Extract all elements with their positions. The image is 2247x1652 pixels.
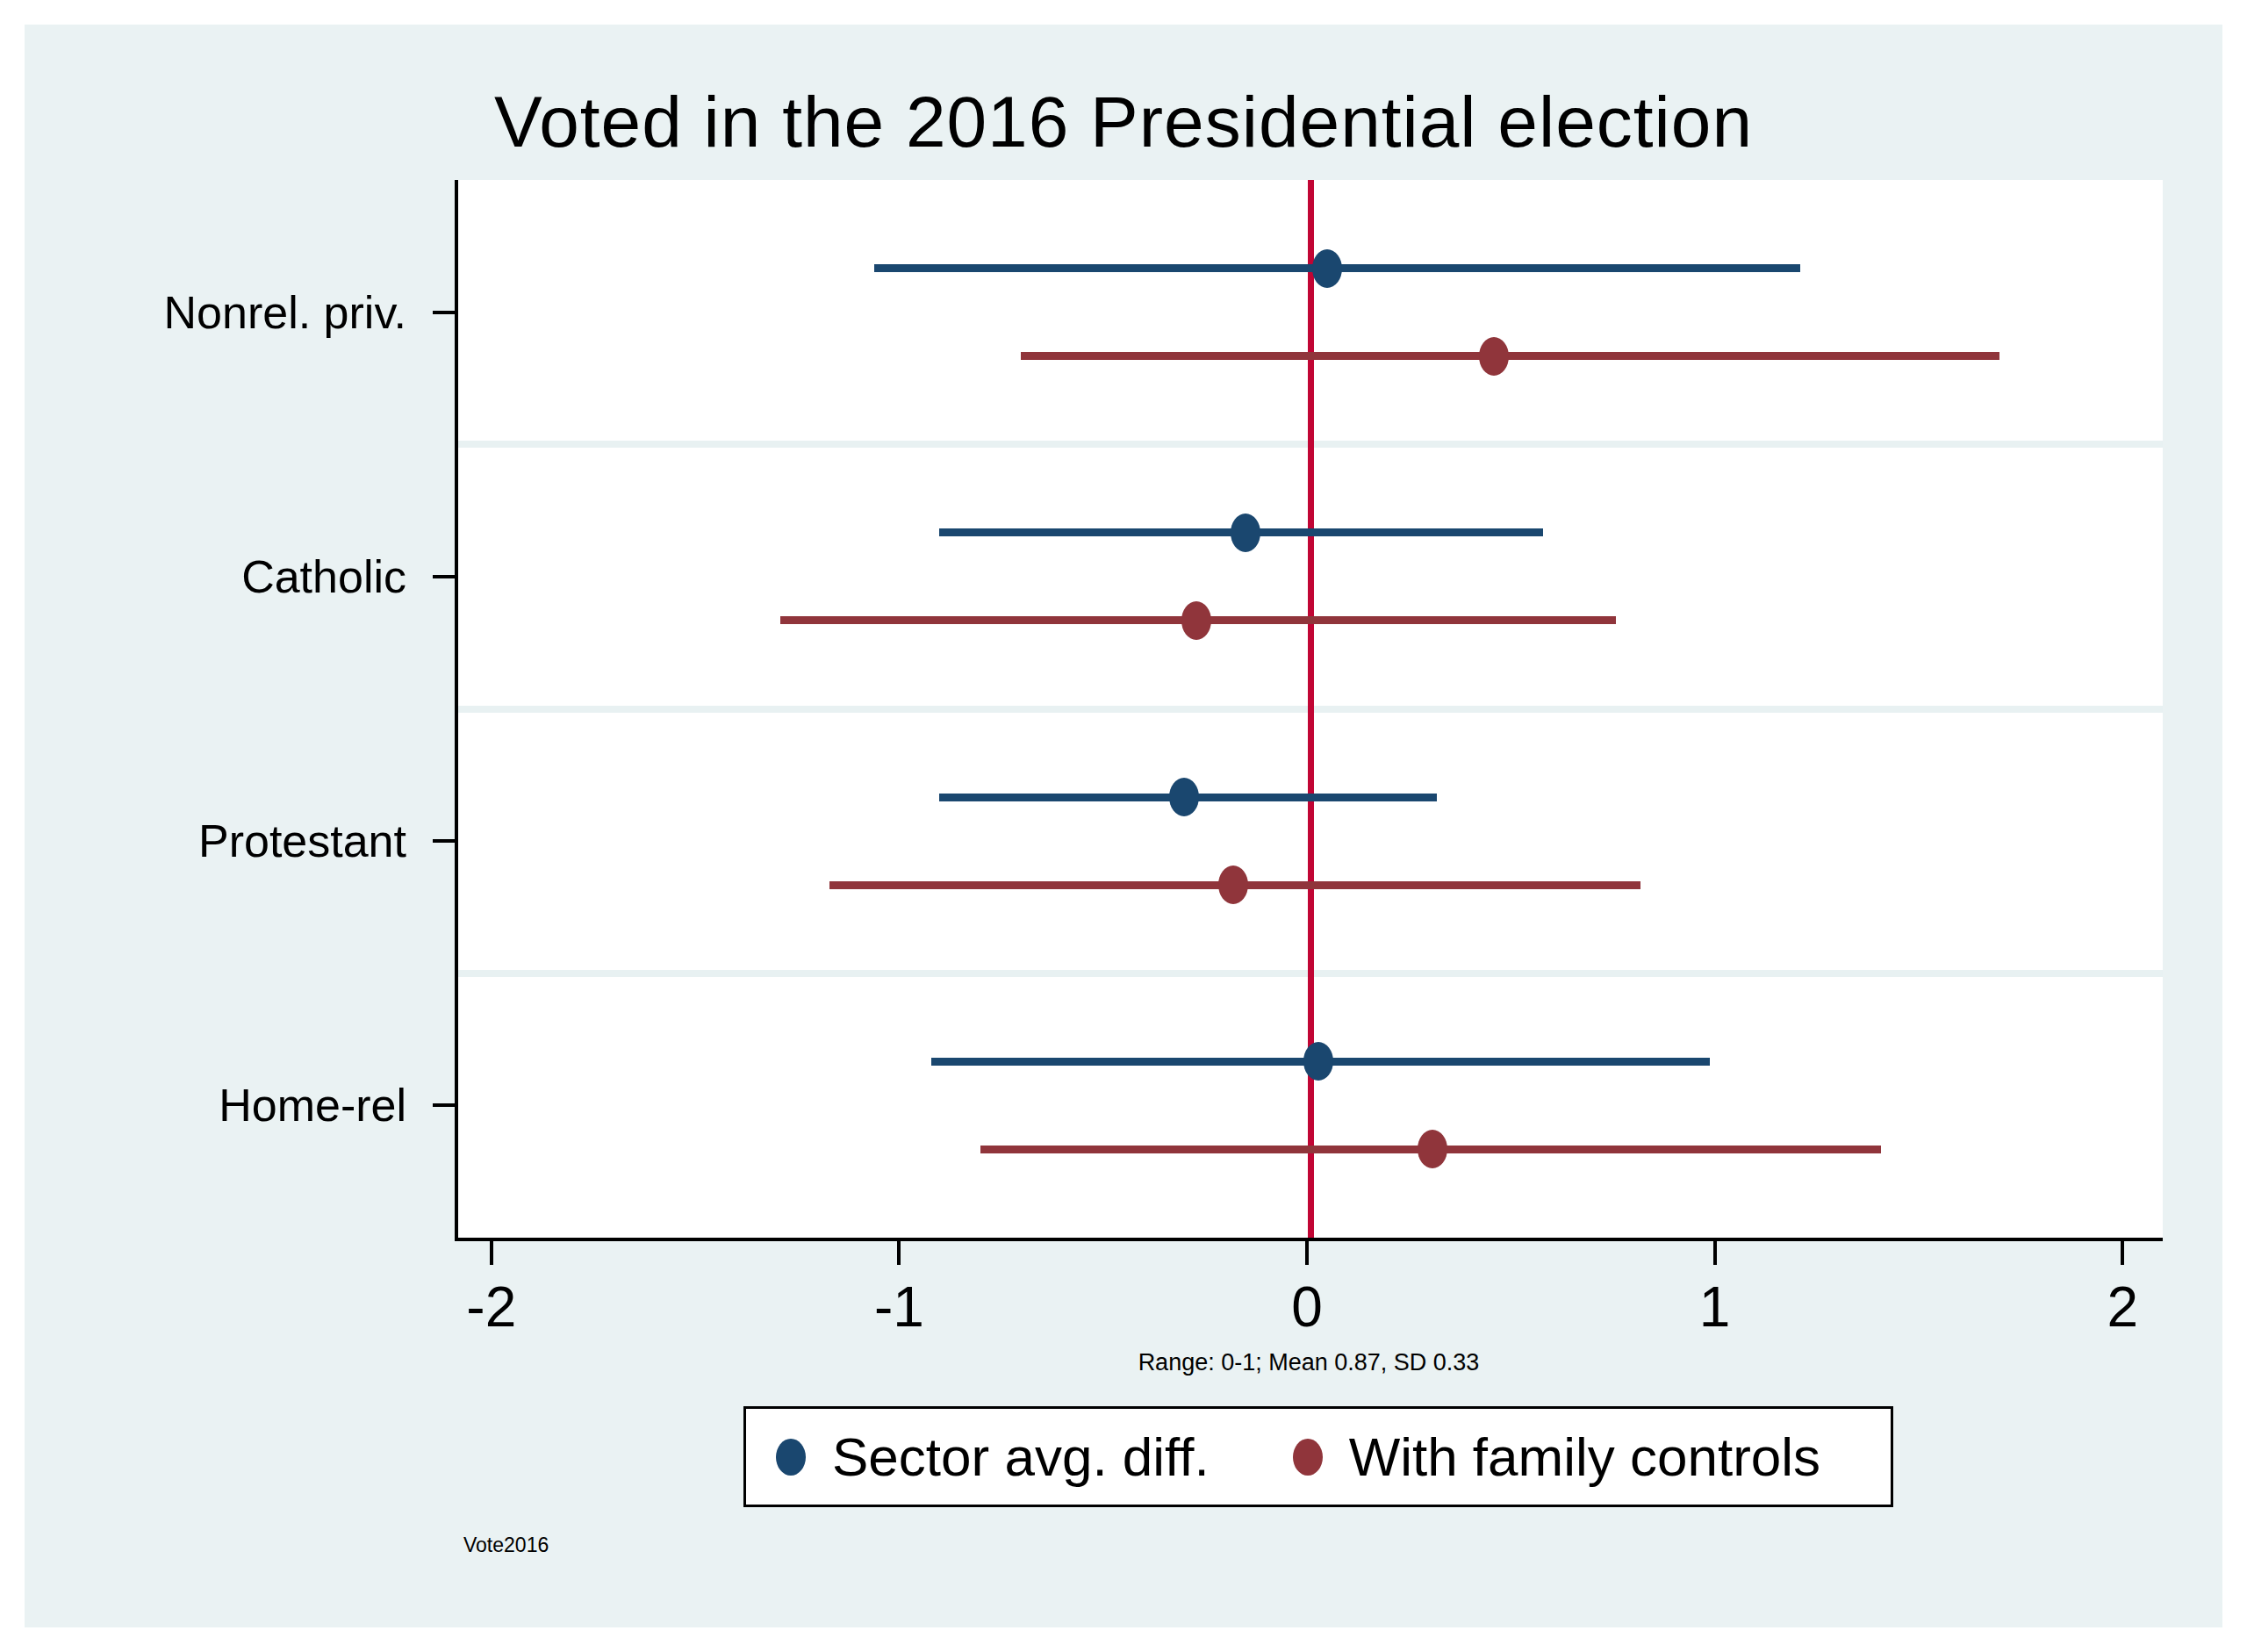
point-estimate-marker [1418,1130,1447,1168]
legend-label: With family controls [1349,1426,1820,1488]
stats-note: Range: 0-1; Mean 0.87, SD 0.33 [455,1349,2163,1376]
point-estimate-marker [1479,337,1509,376]
legend: Sector avg. diff. With family controls [743,1406,1893,1507]
y-axis-tick [433,575,455,578]
y-axis-tick [433,839,455,843]
x-axis-tick [1713,1240,1717,1265]
point-estimate-marker [1218,866,1248,904]
point-estimate-marker [1181,601,1211,640]
legend-item: Sector avg. diff. [776,1426,1210,1488]
y-axis-tick [433,1103,455,1107]
legend-marker-icon [1293,1439,1323,1476]
plot-area [455,180,2163,1241]
legend-label: Sector avg. diff. [832,1426,1210,1488]
legend-item: With family controls [1293,1426,1820,1488]
y-axis-category-label: Catholic [0,550,406,603]
confidence-interval-line [1021,352,1999,360]
stata-coefficient-plot: Voted in the 2016 Presidential election … [0,0,2247,1652]
x-axis-tick [897,1240,901,1265]
x-axis-tick-label: -1 [811,1275,987,1340]
y-axis-tick [433,311,455,314]
point-estimate-marker [1303,1042,1333,1081]
x-axis-tick [490,1240,493,1265]
point-estimate-marker [1312,249,1342,288]
chart-title: Voted in the 2016 Presidential election [0,81,2247,163]
x-axis-tick-label: 0 [1219,1275,1395,1340]
point-estimate-marker [1231,514,1260,552]
y-axis-category-label: Protestant [0,815,406,867]
variable-name-label: Vote2016 [463,1533,549,1557]
legend-marker-icon [776,1439,806,1476]
x-axis-tick-label: -2 [404,1275,579,1340]
x-axis-tick [1305,1240,1309,1265]
y-axis-category-label: Nonrel. priv. [0,286,406,339]
x-axis-tick-label: 2 [2035,1275,2210,1340]
x-axis-tick-label: 1 [1627,1275,1803,1340]
point-estimate-marker [1169,778,1199,816]
y-axis-category-label: Home-rel [0,1079,406,1131]
x-axis-tick [2121,1240,2124,1265]
plot-inner [458,180,2163,1238]
